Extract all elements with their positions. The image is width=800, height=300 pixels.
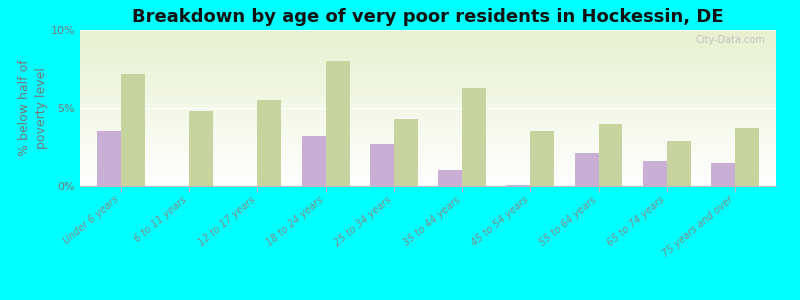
Title: Breakdown by age of very poor residents in Hockessin, DE: Breakdown by age of very poor residents … (132, 8, 724, 26)
Bar (97, 131, 121, 186)
Bar (302, 136, 326, 186)
Bar (711, 163, 735, 186)
Bar (462, 88, 486, 186)
Bar (258, 100, 282, 186)
Bar (530, 131, 554, 186)
Bar (438, 170, 462, 186)
Y-axis label: % below half of
poverty level: % below half of poverty level (18, 60, 48, 156)
Bar (667, 141, 690, 186)
Bar (735, 128, 759, 186)
Bar (643, 161, 667, 186)
Bar (326, 61, 350, 186)
Text: City-Data.com: City-Data.com (696, 35, 766, 45)
Bar (370, 144, 394, 186)
Bar (394, 119, 418, 186)
Bar (574, 153, 598, 186)
Bar (598, 124, 622, 186)
Bar (189, 111, 213, 186)
Bar (121, 74, 145, 186)
Bar (506, 185, 530, 186)
